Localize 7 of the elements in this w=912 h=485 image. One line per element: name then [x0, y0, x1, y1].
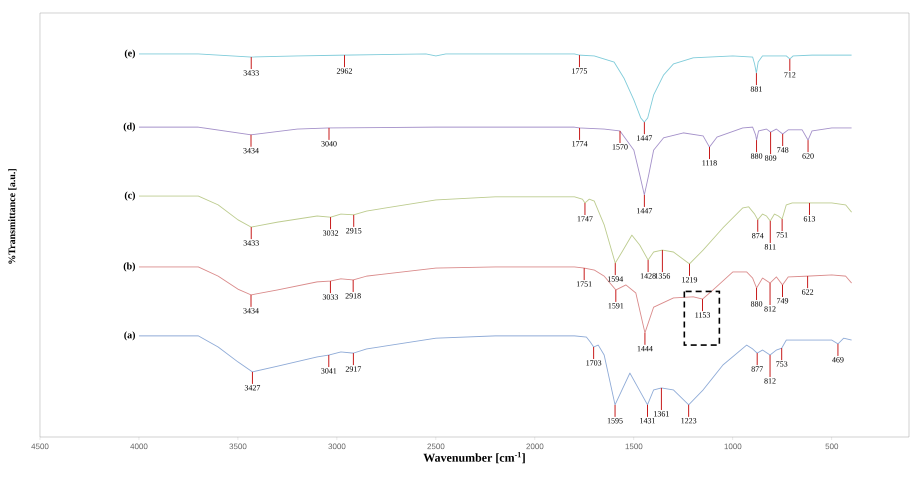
- series-label: (c): [124, 192, 136, 201]
- series-label: (a): [124, 331, 135, 340]
- series-label: (d): [124, 122, 135, 132]
- series-label: (e): [124, 49, 136, 58]
- y-axis-title: %Transmittance [a.u.]: [8, 169, 16, 264]
- x-axis-title: Wavenumber [cm$^{-1}$]: [423, 452, 525, 464]
- series-label: (b): [124, 262, 135, 272]
